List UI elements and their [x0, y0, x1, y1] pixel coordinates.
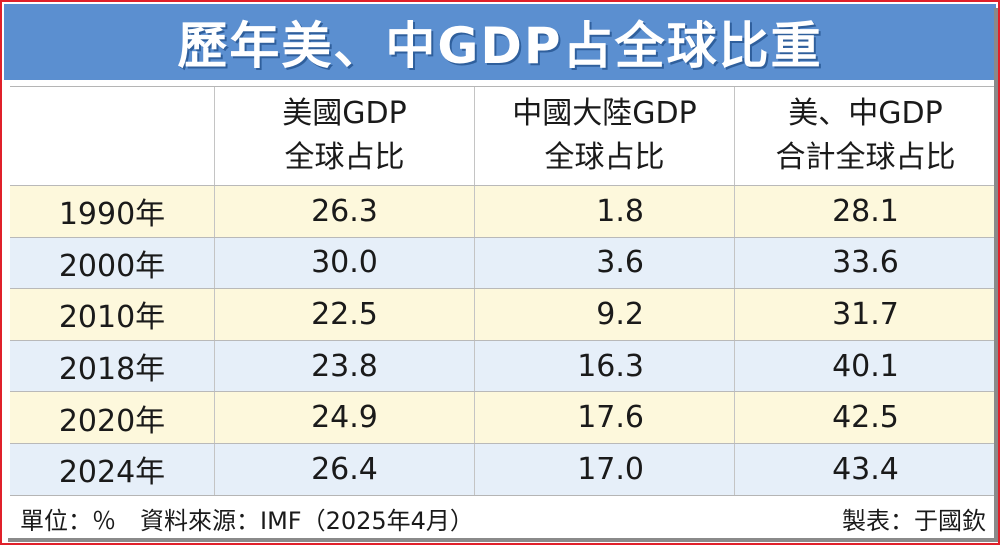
total-share-cell: 33.6 [832, 245, 899, 281]
total-share-cell: 42.5 [832, 400, 899, 436]
frame-shadow-right [994, 8, 998, 540]
cn-share-cell: 17.0 [475, 444, 735, 495]
header-cn-line1: 中國大陸GDP [512, 96, 697, 131]
us-share-cell: 26.3 [215, 186, 475, 237]
us-share-cell: 26.4 [215, 444, 475, 495]
table-row: 2010年 22.5 9.2 31.7 [10, 288, 996, 340]
header-cell-year [10, 87, 215, 185]
total-share-cell: 31.7 [832, 296, 899, 332]
year-cell: 2024年 [10, 444, 215, 495]
year-cell: 2010年 [10, 289, 215, 340]
cn-share-cell: 1.8 [475, 186, 735, 237]
header-cell-cn-share: 中國大陸GDP 全球占比 [475, 87, 735, 185]
table-row: 2024年 26.4 17.0 43.4 [10, 443, 996, 495]
year-cell: 1990年 [10, 186, 215, 237]
title-bar: 歷年美、中GDP占全球比重 [4, 4, 996, 80]
year-cell: 2020年 [10, 392, 215, 443]
cn-share-cell: 16.3 [475, 340, 735, 392]
year-cell: 2018年 [10, 340, 215, 392]
chart-title: 歷年美、中GDP占全球比重 [177, 17, 823, 75]
footer: 單位：％ 資料來源：IMF（2025年4月） 製表：于國欽 [10, 498, 996, 538]
data-table: 美國GDP 全球占比 中國大陸GDP 全球占比 美、中GDP 合計全球占比 19… [10, 86, 996, 496]
cn-share-cell: 3.6 [475, 237, 735, 289]
cn-share-cell: 17.6 [475, 392, 735, 443]
table-row: 1990年 26.3 1.8 28.1 [10, 185, 996, 237]
year-cell: 2000年 [10, 237, 215, 289]
header-cell-total-share: 美、中GDP 合計全球占比 [735, 87, 996, 185]
us-share-cell: 30.0 [215, 237, 475, 289]
us-share-cell: 23.8 [215, 340, 475, 392]
total-share-cell: 40.1 [832, 348, 899, 384]
table-row: 2018年 23.8 16.3 40.1 [10, 339, 996, 392]
header-us-line2: 全球占比 [284, 140, 405, 175]
us-share-cell: 22.5 [215, 289, 475, 340]
us-share-cell: 24.9 [215, 392, 475, 443]
footer-credit: 製表：于國欽 [842, 506, 986, 535]
header-total-line2: 合計全球占比 [775, 140, 956, 175]
header-us-line1: 美國GDP [282, 96, 407, 131]
table-header-row: 美國GDP 全球占比 中國大陸GDP 全球占比 美、中GDP 合計全球占比 [10, 87, 996, 185]
header-total-line1: 美、中GDP [788, 96, 943, 131]
footer-source: 單位：％ 資料來源：IMF（2025年4月） [20, 506, 474, 535]
cn-share-cell: 9.2 [475, 289, 735, 340]
table-row: 2020年 24.9 17.6 42.5 [10, 391, 996, 443]
header-cn-line2: 全球占比 [544, 140, 665, 175]
table-row: 2000年 30.0 3.6 33.6 [10, 236, 996, 289]
frame-shadow-bottom [8, 538, 998, 542]
total-share-cell: 28.1 [832, 193, 899, 229]
header-cell-us-share: 美國GDP 全球占比 [215, 87, 475, 185]
total-share-cell: 43.4 [832, 451, 899, 487]
